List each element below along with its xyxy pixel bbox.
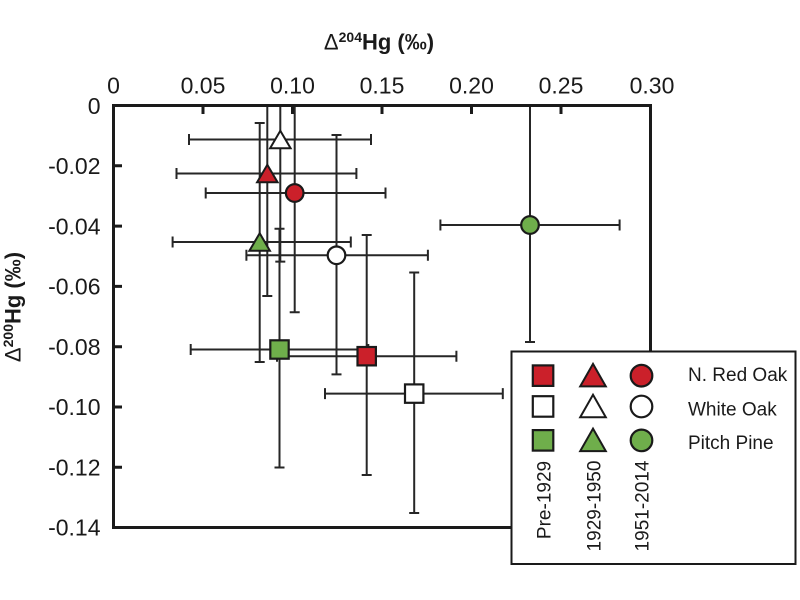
svg-text:Δ204Hg (‰): Δ204Hg (‰) [324,29,434,55]
svg-text:Δ200Hg (‰): Δ200Hg (‰) [0,252,26,362]
svg-text:-0.12: -0.12 [48,455,100,481]
svg-text:-0.06: -0.06 [48,274,100,300]
svg-text:0.05: 0.05 [181,73,226,99]
svg-text:-0.14: -0.14 [48,515,101,541]
svg-text:-0.08: -0.08 [48,334,100,360]
svg-text:1929-1950: 1929-1950 [585,461,606,552]
svg-text:0.20: 0.20 [449,73,494,99]
svg-text:1951-2014: 1951-2014 [633,460,654,551]
svg-text:0: 0 [107,73,120,99]
svg-text:Pre-1929: Pre-1929 [535,461,556,539]
svg-text:0.25: 0.25 [539,73,584,99]
svg-text:Pitch Pine: Pitch Pine [688,433,774,454]
svg-text:0.30: 0.30 [630,73,675,99]
svg-text:0.10: 0.10 [270,73,315,99]
svg-text:0: 0 [88,93,101,119]
svg-text:0.15: 0.15 [360,73,405,99]
svg-text:White Oak: White Oak [688,399,777,420]
svg-text:-0.02: -0.02 [48,153,100,179]
svg-text:N. Red Oak: N. Red Oak [688,365,788,386]
svg-text:-0.04: -0.04 [48,213,101,239]
svg-text:-0.10: -0.10 [48,394,100,420]
